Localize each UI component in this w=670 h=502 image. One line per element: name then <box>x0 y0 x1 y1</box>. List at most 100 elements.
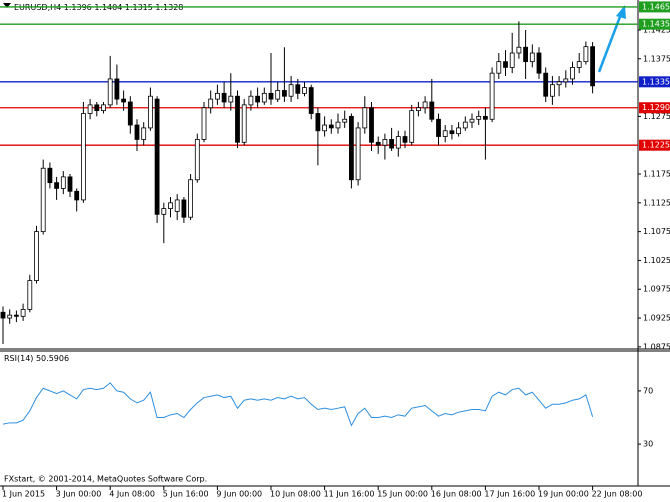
candle-body <box>489 72 495 120</box>
y-tick-label: 1.0875 <box>643 342 670 351</box>
level-label: 1.1435 <box>642 20 670 29</box>
y-tick-label: 1.1425 <box>643 25 670 34</box>
candle-body <box>13 314 19 317</box>
y-tick-label: 1.1375 <box>643 54 670 63</box>
candle-body <box>261 92 267 103</box>
candle-body <box>315 113 321 132</box>
level-label-box <box>639 18 670 30</box>
candle-body <box>389 139 395 149</box>
candle-body <box>369 107 374 143</box>
candle-body <box>221 92 227 103</box>
candle-body <box>550 84 555 97</box>
y-tick-label: 1.1025 <box>643 256 670 265</box>
indicator-last: 50.5906 <box>36 354 69 363</box>
candle-body <box>0 311 6 319</box>
x-tick-label: 17 Jun 16:00 <box>484 490 535 499</box>
level-label: 1.1335 <box>642 77 670 86</box>
candle-body <box>101 104 106 112</box>
arrow-head <box>616 5 626 19</box>
candle-body <box>107 78 113 106</box>
candle-body <box>429 101 435 120</box>
candle-body <box>382 139 388 146</box>
level-label-box <box>639 102 670 114</box>
candle-body <box>462 121 468 129</box>
candle-body <box>395 136 401 149</box>
candle-body <box>248 95 254 106</box>
candle-body <box>94 104 100 112</box>
candle-body <box>529 52 535 63</box>
candle-body <box>456 127 462 135</box>
candle-body <box>134 124 140 140</box>
candle-body <box>469 118 475 123</box>
candle-body <box>181 199 187 218</box>
level-label: 1.1290 <box>642 103 670 112</box>
candle-body <box>127 101 133 126</box>
candle-body <box>328 124 334 129</box>
candle-body <box>214 92 220 100</box>
candle-body <box>556 81 562 86</box>
indicator-line <box>2 382 594 427</box>
candle-body <box>583 46 589 63</box>
candle-body <box>375 141 381 146</box>
candle-body <box>536 52 542 74</box>
x-tick-label: 19 Jun 00:00 <box>538 490 589 499</box>
candle-body <box>543 72 549 97</box>
candle-body <box>241 104 247 143</box>
candle-body <box>509 52 515 68</box>
candles <box>0 21 595 344</box>
x-tick-label: 10 Jun 08:00 <box>270 490 321 499</box>
candle-body <box>449 130 455 135</box>
candle-body <box>281 90 287 97</box>
candle-body <box>362 107 368 129</box>
candle-body <box>161 208 167 215</box>
candle-body <box>121 98 126 103</box>
indicator-tick-label: 30 <box>643 440 653 449</box>
candle-body <box>295 84 301 94</box>
x-tick-label: 4 Jun 08:00 <box>109 490 155 499</box>
candle-body <box>54 182 59 189</box>
candle-body <box>409 110 415 143</box>
candle-body <box>563 78 569 83</box>
candle-body <box>308 87 314 114</box>
candle-body <box>590 46 595 87</box>
candle-body <box>268 92 274 100</box>
y-tick-label: 1.1125 <box>643 198 670 207</box>
candle-body <box>523 46 528 63</box>
x-tick-label: 16 Jun 08:00 <box>431 490 482 499</box>
candle-body <box>436 118 441 137</box>
x-tick-label: 5 Jun 16:00 <box>163 490 209 499</box>
candle-body <box>422 101 428 109</box>
x-tick-label: 22 Jun 08:00 <box>592 490 643 499</box>
candle-body <box>194 139 200 181</box>
menu-triangle <box>3 3 11 8</box>
candle-body <box>503 61 508 68</box>
level-label-box <box>639 139 670 151</box>
candle-body <box>516 46 522 54</box>
candle-body <box>570 67 575 80</box>
candle-body <box>415 107 421 112</box>
level-label-box <box>639 1 670 13</box>
candle-body <box>60 176 66 189</box>
candle-body <box>442 130 448 137</box>
candle-body <box>302 87 307 94</box>
candle-body <box>40 167 46 233</box>
candle-body <box>322 124 328 132</box>
candle-body <box>342 118 348 123</box>
candle-body <box>482 115 488 120</box>
candle-body <box>476 115 482 120</box>
y-tick-label: 1.1075 <box>643 227 670 236</box>
candle-body <box>147 95 153 129</box>
indicator-name: RSI(14) <box>4 354 33 363</box>
candle-body <box>275 90 281 100</box>
y-tick-label: 1.0975 <box>643 285 670 294</box>
candle-body <box>288 84 294 97</box>
candle-body <box>154 98 160 215</box>
level-label: 1.1225 <box>642 141 670 150</box>
x-tick-label: 9 Jun 00:00 <box>216 490 262 499</box>
candle-body <box>74 190 80 201</box>
candle-body <box>87 104 93 114</box>
level-label-box <box>639 76 670 88</box>
level-label: 1.1465 <box>642 2 670 11</box>
